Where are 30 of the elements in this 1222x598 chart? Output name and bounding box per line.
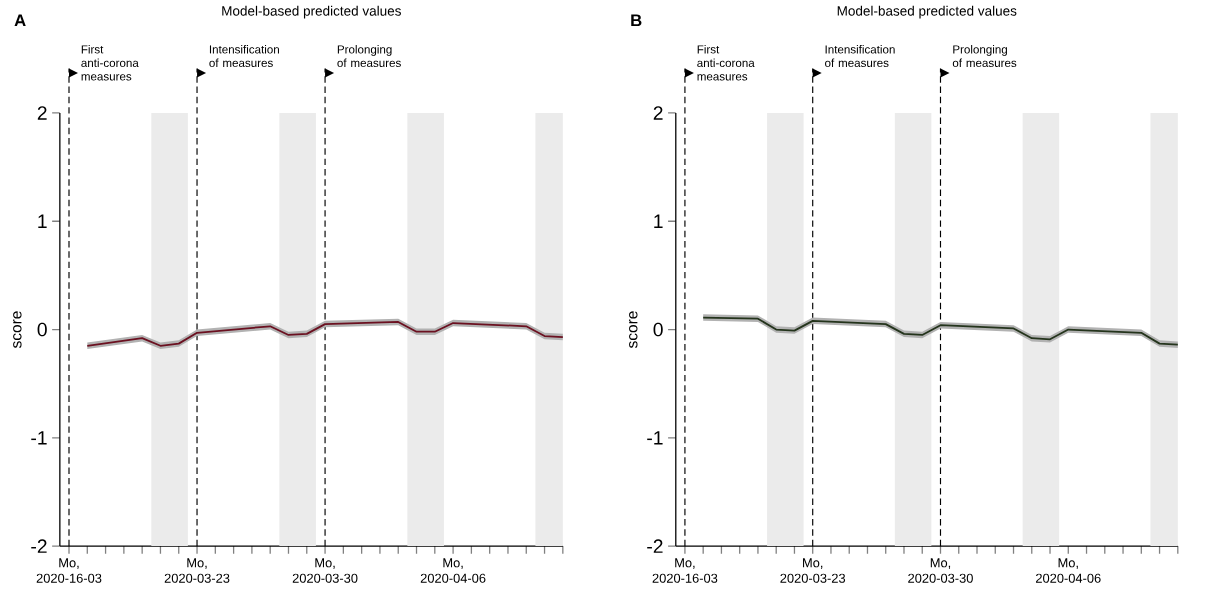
- y-tick-label: 0: [37, 322, 47, 337]
- x-tick-label: Mo, 2020-16-03: [36, 558, 102, 583]
- text: A: [14, 14, 26, 27]
- ref-line-label: First anti-corona measures: [697, 45, 755, 81]
- x-tick-label: Mo, 2020-03-23: [164, 558, 230, 583]
- ref-line-label: Intensification of measures: [209, 45, 279, 68]
- y-tick-label: -1: [31, 431, 47, 445]
- y-axis-title: score: [13, 311, 22, 349]
- x-tick-label: Mo, 2020-16-03: [652, 558, 718, 583]
- y-tick-label: -2: [647, 539, 663, 554]
- chart-title: Model-based predicted values: [837, 5, 1017, 19]
- y-tick-label: 2: [37, 106, 47, 120]
- ref-line-label: Intensification of measures: [825, 45, 895, 68]
- text: B: [631, 14, 642, 27]
- ref-line-label: Prolonging of measures: [952, 45, 1017, 68]
- y-axis-title: score: [629, 311, 638, 349]
- y-tick-label: -2: [31, 539, 47, 554]
- x-tick-label: Mo, 2020-03-30: [908, 558, 973, 583]
- ref-line-label: First anti-corona measures: [81, 45, 139, 81]
- y-tick-label: 1: [654, 214, 663, 229]
- y-tick-label: 0: [653, 322, 663, 337]
- ref-line-label: Prolonging of measures: [337, 45, 401, 68]
- y-tick-label: 1: [38, 214, 47, 229]
- chart-title: Model-based predicted values: [222, 5, 401, 19]
- y-tick-label: -1: [647, 431, 663, 445]
- x-tick-label: Mo, 2020-03-30: [292, 558, 358, 583]
- x-tick-label: Mo, 2020-04-06: [1036, 558, 1101, 583]
- x-tick-label: Mo, 2020-03-23: [780, 558, 846, 583]
- x-tick-label: Mo, 2020-04-06: [420, 558, 486, 583]
- y-tick-label: 2: [653, 106, 663, 120]
